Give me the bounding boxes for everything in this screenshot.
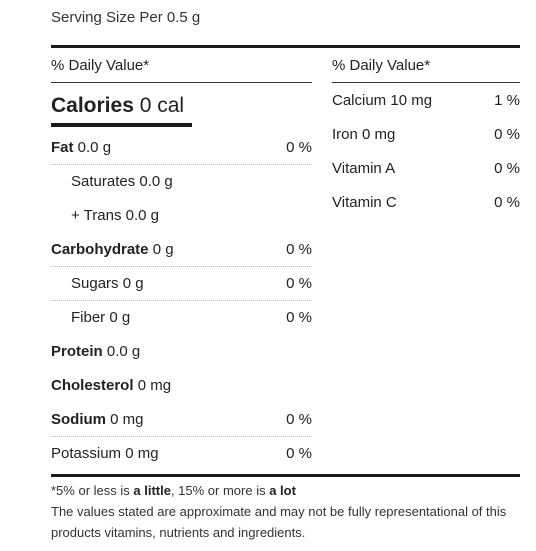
nutrient-name: Potassium (51, 445, 122, 462)
nutrient-percent: 0 % (286, 445, 312, 462)
note-text: , 15% or more is (170, 483, 270, 498)
mineral-value: 0 mg (362, 126, 396, 143)
nutrient-value: 0 g (152, 241, 174, 258)
nutrient-name: Cholesterol (51, 377, 134, 394)
nutrient-name: + Trans (71, 207, 122, 224)
mineral-row-vitamin-c: Vitamin C 0 % (332, 186, 520, 220)
mineral-percent: 0 % (494, 160, 520, 177)
nutrient-value: 0.0 g (139, 173, 173, 190)
calories-block: Calories 0 cal (51, 83, 312, 127)
mineral-row-vitamin-a: Vitamin A 0 % (332, 152, 520, 186)
mineral-row-iron: Iron 0 mg 0 % (332, 118, 520, 152)
nutrient-name: Saturates (71, 173, 136, 190)
mineral-name: Vitamin C (332, 194, 397, 211)
top-divider (51, 45, 520, 48)
nutrient-value: 0.0 g (125, 207, 159, 224)
nutrient-value: 0 g (122, 275, 144, 292)
nutrient-percent: 0 % (286, 411, 312, 428)
nutrient-row-protein: Protein 0.0 g (51, 335, 312, 369)
nutrient-row-saturates: Saturates 0.0 g (51, 165, 312, 199)
nutrient-percent: 0 % (286, 309, 312, 326)
nutrient-name: Fiber (71, 309, 106, 326)
mineral-name: Calcium (332, 92, 387, 109)
calories-value: 0 cal (139, 94, 185, 117)
mineral-name: Vitamin A (332, 160, 396, 177)
mineral-value: 10 mg (390, 92, 433, 109)
nutrient-percent: 0 % (286, 241, 312, 258)
nutrient-percent: 0 % (286, 275, 312, 292)
mineral-row-calcium: Calcium 10 mg 1 % (332, 84, 520, 118)
nutrient-row-sodium: Sodium 0 mg 0 % (51, 403, 312, 437)
mineral-percent: 0 % (494, 126, 520, 143)
calories-label: Calories 0 cal (51, 94, 184, 118)
disclaimer: The values stated are approximate and ma… (51, 504, 507, 540)
nutrient-row-potassium: Potassium 0 mg 0 % (51, 437, 312, 471)
daily-value-header: % Daily Value* (51, 48, 312, 83)
nutrient-row-trans: + Trans 0.0 g (51, 199, 312, 233)
minerals-column: % Daily Value* Calcium 10 mg 1 % Iron 0 … (332, 48, 520, 220)
nutrient-row-sugars: Sugars 0 g 0 % (51, 267, 312, 301)
nutrients-column: % Daily Value* Calories 0 cal Fat 0.0 g … (51, 48, 312, 471)
nutrient-name: Sodium (51, 411, 106, 428)
nutrient-value: 0.0 g (77, 139, 112, 156)
mineral-percent: 0 % (494, 194, 520, 211)
nutrient-row-cholesterol: Cholesterol 0 mg (51, 369, 312, 403)
nutrient-name: Carbohydrate (51, 241, 149, 258)
nutrient-value: 0.0 g (106, 343, 141, 360)
nutrient-name: Sugars (71, 275, 119, 292)
daily-value-header: % Daily Value* (332, 48, 520, 83)
nutrient-row-fat: Fat 0.0 g 0 % (51, 131, 312, 165)
nutrient-value: 0 mg (137, 377, 172, 394)
mineral-percent: 1 % (494, 92, 520, 109)
daily-value-note: *5% or less is a little, 15% or more is … (51, 480, 521, 501)
nutrient-name: Protein (51, 343, 103, 360)
nutrient-value: 0 mg (125, 445, 159, 462)
nutrient-percent: 0 % (286, 139, 312, 156)
serving-size: Serving Size Per 0.5 g (51, 9, 201, 26)
nutrient-name: Fat (51, 139, 74, 156)
calories-title: Calories (51, 94, 134, 117)
nutrient-value: 0 g (109, 309, 131, 326)
calories-underline (51, 123, 192, 127)
nutrient-value: 0 mg (110, 411, 144, 428)
note-lot: a lot (269, 483, 296, 498)
nutrient-row-fiber: Fiber 0 g 0 % (51, 301, 312, 335)
mineral-name: Iron (332, 126, 358, 143)
footnote: *5% or less is a little, 15% or more is … (51, 480, 521, 543)
note-text: *5% or less is (51, 483, 134, 498)
note-little: a little (133, 483, 171, 498)
nutrient-row-carbohydrate: Carbohydrate 0 g 0 % (51, 233, 312, 267)
bottom-divider (51, 474, 520, 477)
